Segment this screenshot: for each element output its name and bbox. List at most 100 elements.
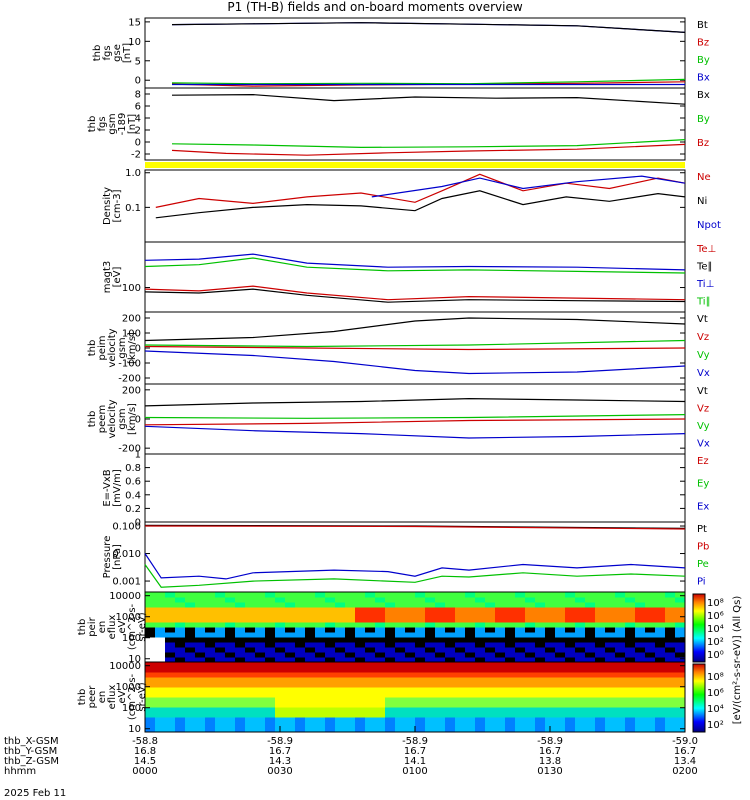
xaxis-value: 13.4: [674, 756, 696, 767]
xaxis-value: -58.9: [402, 736, 428, 747]
xaxis-value: -58.9: [537, 736, 563, 747]
xaxis-value: 16.7: [404, 746, 426, 757]
ytick-label-peim: 0: [135, 344, 141, 355]
legend-fgs_gsm: Bz: [697, 138, 709, 149]
xaxis-value: 0030: [267, 766, 292, 777]
ylabel-line-fgs_gse: thb: [92, 45, 103, 62]
colorbar-ion-label: 10⁰: [707, 650, 724, 661]
ylabel-line-peem: thb: [87, 411, 98, 428]
ylabel-line-temperature: [eV]: [112, 267, 123, 288]
legend-density: Ne: [697, 172, 711, 183]
ytick-label-efield: 0.4: [125, 490, 141, 501]
ytick-label-peir: 100: [122, 633, 141, 644]
legend-peim: Vt: [697, 314, 708, 325]
series-pressure-Pi: [144, 553, 686, 580]
series-fgs_gse-By: [171, 78, 686, 85]
legend-temperature: Ti⊥: [696, 279, 714, 290]
panel-frame-pressure: [144, 521, 686, 593]
ytick-label-peem: -200: [118, 444, 141, 455]
ytick-label-peer: 10: [128, 724, 141, 735]
ytick-label-peem: 200: [122, 385, 141, 396]
ylabel-fgs_gse: thb fgs gse [nT]: [92, 43, 133, 63]
series-pressure-Pb: [144, 525, 686, 530]
ytick-label-peer: 100: [122, 703, 141, 714]
series-fgs_gsm-By: [171, 139, 686, 149]
xaxis-row-label: thb_X-GSM: [4, 736, 59, 747]
panel-frame-fgs_gsm: [144, 87, 686, 161]
ylabel-line-peir: peir: [87, 616, 98, 636]
ytick-label-fgs_gsm: 0: [135, 138, 141, 149]
ytick-label-efield: 0.8: [125, 463, 141, 474]
series-peim-Vy: [144, 339, 686, 348]
ylabel-line-peir: sr-eV): [137, 612, 148, 641]
chart-title: P1 (TH-B) fields and on-board moments ov…: [227, 0, 523, 14]
panel-frame-density: [144, 169, 686, 243]
series-peem-Vt: [144, 397, 686, 407]
ylabel-line-fgs_gse: gse: [112, 44, 123, 62]
ylabel-line-fgs_gse: fgs: [102, 45, 113, 60]
colorbar-ion-label: 10⁴: [707, 624, 724, 635]
ytick-label-fgs_gsm: -2: [131, 150, 141, 161]
xaxis-value: 14.1: [404, 756, 426, 767]
legend-efield: Ez: [697, 456, 709, 467]
ylabel-peem: thb peem velocity gsm [km/s]: [87, 399, 138, 438]
xaxis-value: -58.9: [267, 736, 293, 747]
ylabel-line-peem: [km/s]: [127, 403, 138, 435]
xaxis-value: -58.8: [132, 736, 158, 747]
xaxis-value: 14.3: [269, 756, 291, 767]
series-fgs_gse-Bt: [171, 22, 686, 33]
legend-pressure: Pe: [697, 559, 709, 570]
legend-fgs_gsm: By: [697, 114, 710, 125]
panel-peim: 200 100 0 -100 -200 thb peim velocity gsm [km/s] V…: [87, 311, 710, 385]
ylabel-efield: E=-VxB [mV/m]: [102, 469, 123, 507]
ylabel-line-efield: E=-VxB: [102, 469, 113, 506]
series-peim-Vz: [144, 345, 686, 351]
legend-pressure: Pb: [697, 542, 709, 553]
xaxis-row-label: thb_Y-GSM: [4, 746, 57, 757]
panel-efield: 1 0.8 0.6 0.4 0.2 0 E=-VxB [mV/m] Ez Ey Ex: [102, 450, 709, 529]
heatmap-peir: [145, 592, 686, 663]
ylabel-line-peem: gsm: [117, 408, 128, 429]
xaxis-value: 16.7: [269, 746, 291, 757]
colorbar-title: [eV/(cm²-s-sr-eV)] (All Qs): [732, 596, 743, 725]
legend-density: Ni: [697, 196, 707, 207]
series-peem-Vx: [144, 425, 686, 439]
colorbar-ion: [692, 593, 706, 663]
legend-pressure: Pi: [697, 577, 706, 588]
ytick-label-fgs_gsm: 2: [135, 126, 141, 137]
legend-peem: Vt: [697, 386, 708, 397]
series-peem-Vz: [144, 418, 686, 426]
xaxis-value: 0200: [672, 766, 697, 777]
ytick-label-pressure: 0.001: [112, 577, 141, 588]
xaxis-date: 2025 Feb 11: [4, 788, 66, 799]
legend-density: Npot: [697, 220, 721, 231]
xaxis-value: 16.8: [134, 746, 156, 757]
series-density-Ni: [155, 190, 686, 219]
legend-efield: Ex: [697, 501, 709, 512]
series-temperature-Ti⊥: [144, 253, 686, 271]
xaxis-value: 14.5: [134, 756, 156, 767]
legend-temperature: Te∥: [696, 262, 713, 273]
ylabel-line-peim: gsm: [117, 337, 128, 358]
ylabel-line-peer: en: [97, 691, 108, 704]
legend-peim: Vy: [697, 350, 710, 361]
ylabel-line-fgs_gse: [nT]: [122, 43, 133, 63]
colorbar-ion-label: 10⁶: [707, 611, 724, 622]
legend-temperature: Te⊥: [696, 244, 716, 255]
ylabel-line-peir: en: [97, 621, 108, 634]
ylabel-line-peer: sr-eV): [137, 682, 148, 711]
ytick-label-efield: 1: [135, 450, 141, 461]
ylabel-pressure: Pressure [nPa]: [102, 536, 123, 579]
ytick-label-peer: 10000: [109, 661, 141, 672]
ylabel-line-peem: peem: [97, 405, 108, 433]
xaxis-value: 13.8: [539, 756, 561, 767]
ylabel-line-peer: eflux: [107, 685, 118, 710]
xaxis-row-label: thb_Z-GSM: [4, 756, 59, 767]
ylabel-line-fgs_gsm: thb: [87, 116, 98, 133]
panel-peir: 10000 1000 100 10 thb peir en eflux eV (cm^2-s-sr…: [77, 591, 686, 665]
ylabel-temperature: magt3 [eV]: [102, 261, 123, 294]
legend-fgs_gse: Bt: [697, 20, 708, 31]
ytick-label-efield: 0.6: [125, 477, 141, 488]
